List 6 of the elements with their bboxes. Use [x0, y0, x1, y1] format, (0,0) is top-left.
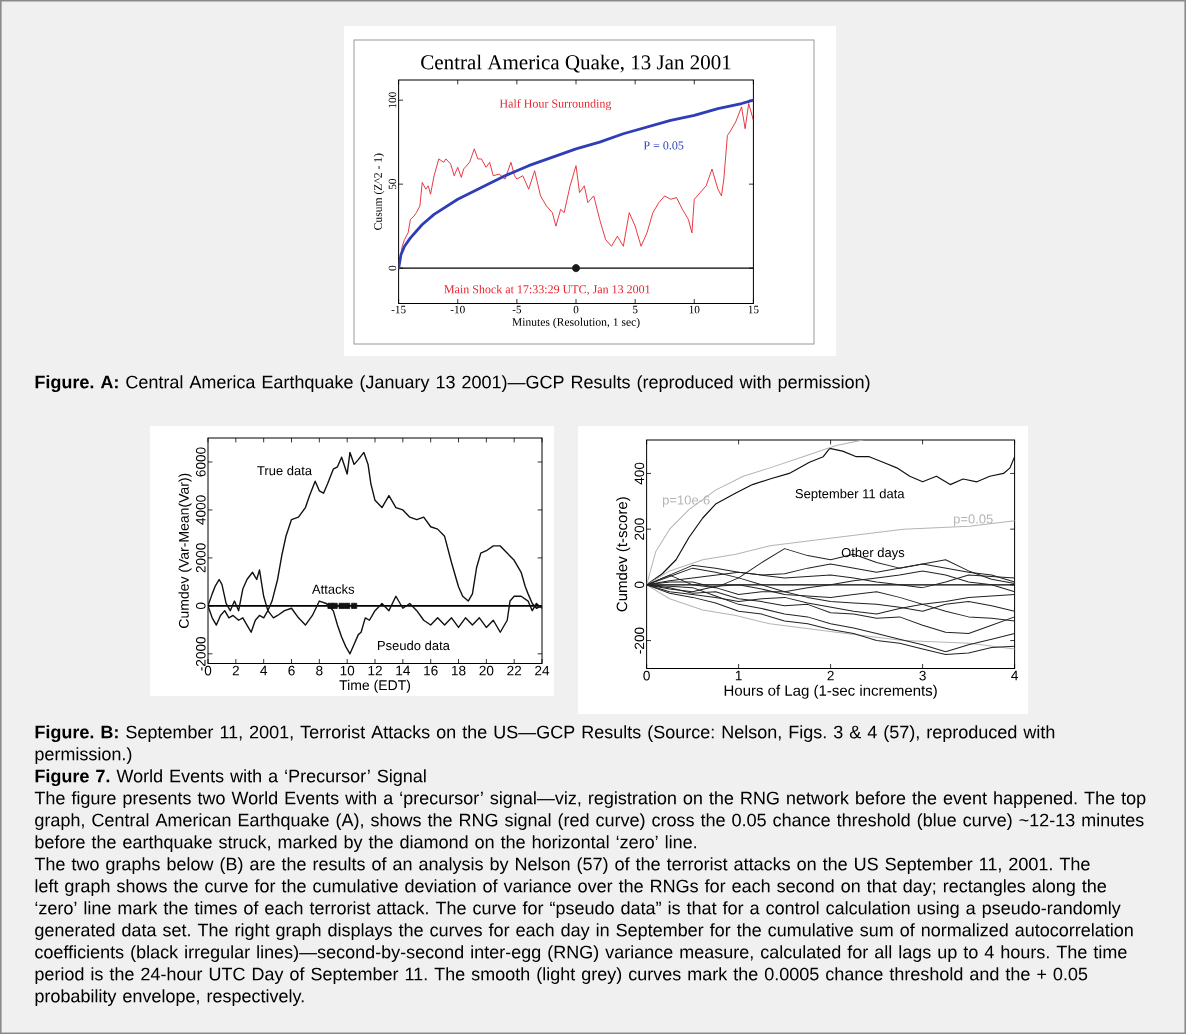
chart-title: Central America Quake, 13 Jan 2001	[421, 54, 731, 73]
text: The two graphs below (B) are the results of an analysis by Nelson (57) of the terrorist attacks on the US September 11, 2001. The left graph shows the curve for the cumulative deviation of variance over the RNGs for each second on that day; rectangles along the ‘zero’ line mark the times of each terrorist attack. The curve for “pseudo data” is that for a control calculation using a pseudo-randomly generated data set. The right graph displays the curves for each day in September for the cumulative sum of normalized autocorrelation coefficients (black irregular lines)—second-by-second inter-egg (RNG) variance measure, calculated for all lags up to 4 hours. The time period is the 24-hour UTC Day of September 11. The smooth (light grey) curves mark the 0.0005 chance threshold and the + 0.05 probability envelope, respectively.	[34, 857, 1133, 1006]
text: Figure. A: Central America Earthquake (January 13 2001)—GCP Results (reproduced with permission)	[35, 375, 870, 393]
text: The figure presents two World Events with a ‘precursor’ signal—viz, registration on the RNG network before the event happened. The top graph, Central American Earthquake (A), shows the RNG signal (red curve) cross the 0.05 chance threshold (blue curve) ~12-13 minutes before the earthquake struck, marked by the diamond on the horizontal ‘zero’ line.	[34, 791, 1146, 852]
text: Figure. B: September 11, 2001, Terrorist Attacks on the US—GCP Results (Source: Nelson, Figs. 3 & 4 (57), reproduced with permission.)	[35, 725, 1055, 764]
text: Figure 7. World Events with a ‘Precursor’ Signal	[35, 769, 426, 787]
